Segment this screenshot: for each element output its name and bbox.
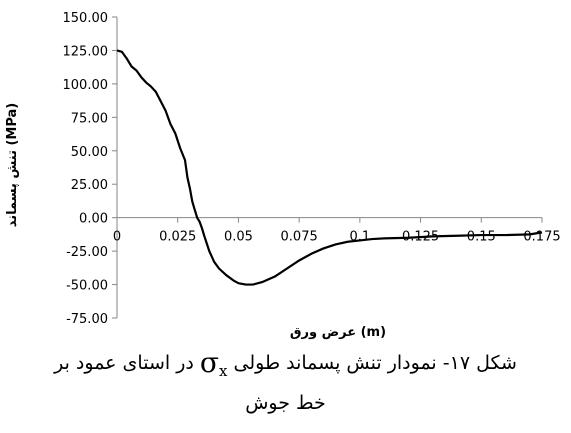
y-tick-label: 75.00 [71, 111, 108, 126]
x-tick-label: 0.1 [350, 230, 371, 245]
x-tick-label: 0.025 [159, 230, 196, 245]
caption-text-after: در استای عمود بر [54, 352, 194, 374]
y-axis-title: تنش پسماند (MPa) [5, 103, 20, 227]
x-axis-title: عرض ورق (m) [290, 325, 386, 340]
y-tick-label: -75.00 [66, 312, 108, 327]
x-tick-label: 0.05 [224, 230, 253, 245]
caption-line-1: شکل ۱۷- نمودار تنش پسماند طولی σx در است… [0, 347, 571, 387]
y-tick-label: 50.00 [71, 145, 108, 160]
figure-caption: شکل ۱۷- نمودار تنش پسماند طولی σx در است… [0, 347, 571, 419]
y-tick-label: 125.00 [63, 44, 109, 59]
y-tick-label: 0.00 [79, 212, 108, 227]
chart: 150.00 125.00 100.00 75.00 50.00 25.00 0.00 -25… [5, 11, 561, 340]
caption-line-2: خط جوش [245, 392, 326, 414]
x-tick-label: 0.075 [281, 230, 318, 245]
sigma-symbol: σ [199, 346, 219, 379]
y-tick-label: 25.00 [71, 178, 108, 193]
x-tick-label: 0.175 [523, 230, 560, 245]
sigma-x-symbol: σx [200, 347, 228, 381]
y-tick-label: -25.00 [66, 245, 108, 260]
residual-stress-chart: 150.00 125.00 100.00 75.00 50.00 25.00 0.00 -25… [5, 11, 561, 340]
x-tick-label: 0 [113, 230, 121, 245]
caption-text-before: شکل ۱۷- نمودار تنش پسماند طولی [233, 352, 517, 374]
y-tick-label: -50.00 [66, 279, 108, 294]
sigma-subscript: x [219, 362, 228, 380]
y-tick-label: 150.00 [63, 11, 109, 26]
series-line-stress [116, 49, 543, 286]
y-tick-label: 100.00 [63, 78, 109, 93]
x-tick-label: 0.15 [467, 230, 496, 245]
